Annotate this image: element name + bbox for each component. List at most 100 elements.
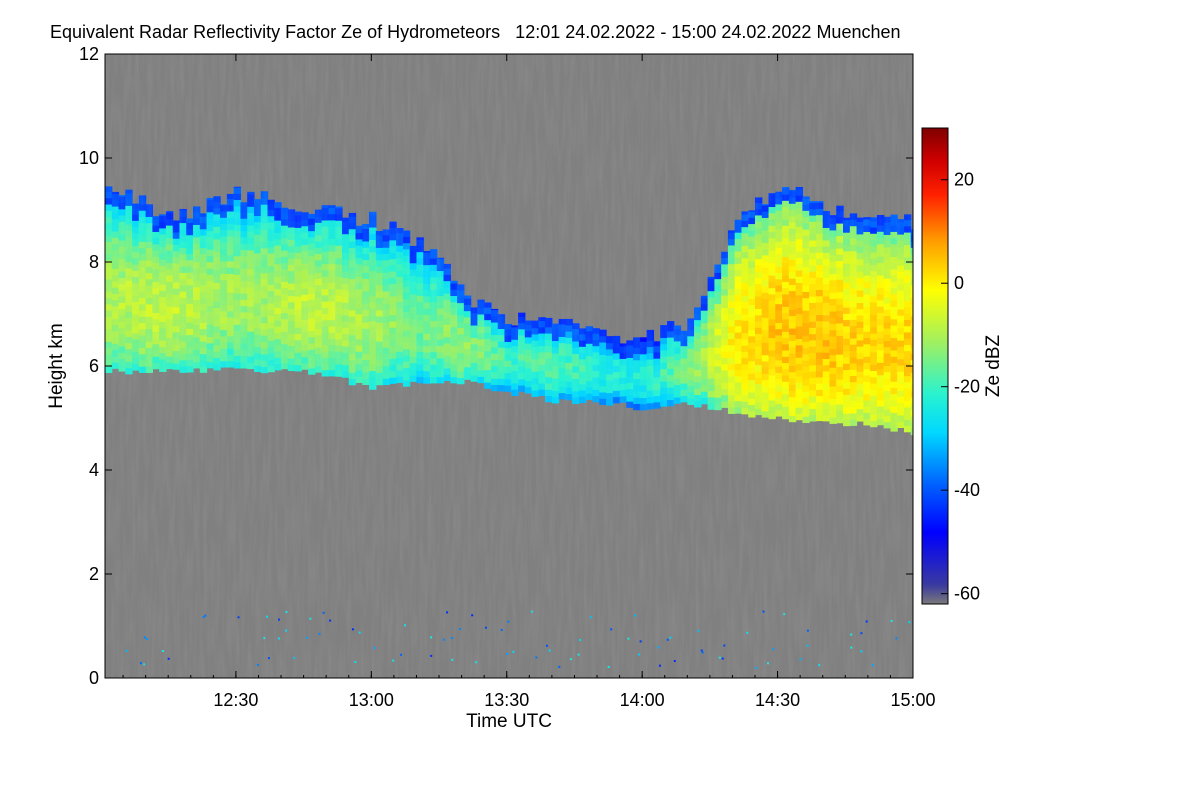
noise-speck — [143, 663, 146, 666]
noise-speck — [400, 653, 403, 656]
noise-speck — [871, 664, 874, 667]
noise-speck — [322, 611, 325, 614]
noise-specks — [125, 610, 911, 669]
noise-speck — [589, 616, 592, 619]
noise-speck — [746, 631, 749, 634]
noise-speck — [799, 658, 802, 661]
noise-speck — [318, 632, 321, 635]
noise-speck — [721, 657, 724, 660]
y-tick-label: 6 — [89, 356, 99, 376]
noise-speck — [263, 637, 266, 640]
noise-speck — [267, 657, 270, 660]
noise-speck — [143, 636, 146, 639]
noise-speck — [569, 658, 572, 661]
noise-speck — [430, 654, 433, 657]
noise-speck — [506, 653, 509, 655]
noise-speck — [446, 611, 449, 614]
noise-speck — [500, 628, 503, 631]
noise-speck — [850, 646, 853, 649]
noise-speck — [202, 616, 205, 619]
noise-speck — [459, 628, 462, 630]
noise-speck — [161, 650, 164, 652]
colorbar-tick-label: -20 — [954, 377, 980, 397]
noise-speck — [634, 614, 637, 617]
noise-speck — [865, 620, 868, 623]
noise-speck — [783, 613, 786, 616]
x-tick-label: 14:30 — [755, 690, 800, 710]
colorbar-scale — [921, 127, 949, 605]
noise-speck — [475, 661, 478, 664]
y-tick-label: 12 — [79, 44, 99, 64]
x-tick-label: 15:00 — [890, 690, 935, 710]
noise-speck — [278, 637, 280, 640]
colorbar-tick-label: -40 — [954, 480, 980, 500]
noise-speck — [278, 618, 280, 621]
noise-speck — [657, 646, 660, 649]
colorbar-label: Ze dBZ — [983, 334, 1004, 397]
noise-speck — [627, 637, 630, 640]
noise-speck — [354, 661, 357, 663]
colorbar-tick-label: -60 — [954, 584, 980, 604]
noise-speck — [451, 658, 454, 661]
colorbar-tick-label: 0 — [954, 273, 964, 293]
colorbar-ticks: 20 0 -20 -40 -60 — [941, 170, 980, 604]
y-axis: 0 2 4 6 8 10 12 — [79, 44, 913, 688]
plot-area — [105, 54, 913, 678]
noise-speck — [767, 662, 769, 665]
x-tick-label: 13:30 — [484, 690, 529, 710]
noise-speck — [358, 631, 361, 634]
noise-speck — [285, 629, 287, 632]
noise-speck — [204, 614, 207, 617]
noise-speck — [700, 649, 703, 652]
x-tick-label: 14:00 — [620, 690, 665, 710]
noise-speck — [442, 638, 445, 641]
noise-speck — [806, 644, 809, 647]
chart-title: Equivalent Radar Reflectivity Factor Ze … — [50, 22, 901, 42]
noise-speck — [146, 638, 149, 640]
noise-speck — [908, 621, 911, 624]
colorbar: 20 0 -20 -40 -60 Ze dBZ — [921, 127, 1004, 605]
noise-speck — [266, 615, 268, 618]
noise-speck — [772, 648, 775, 651]
noise-speck — [373, 647, 376, 649]
noise-speck — [639, 640, 642, 643]
noise-speck — [125, 649, 128, 652]
noise-speck — [638, 653, 640, 656]
noise-speck — [535, 656, 538, 659]
noise-speck — [546, 644, 548, 647]
noise-speck — [818, 664, 821, 667]
noise-speck — [850, 633, 853, 636]
noise-speck — [257, 664, 259, 666]
noise-speck — [895, 637, 898, 640]
noise-speck — [659, 664, 661, 667]
noise-speck — [806, 629, 809, 632]
noise-speck — [579, 639, 581, 641]
noise-speck — [890, 619, 893, 622]
noise-speck — [351, 628, 354, 631]
noise-speck — [673, 660, 676, 662]
noise-speck — [306, 636, 309, 639]
streak-texture — [105, 54, 913, 678]
noise-speck — [484, 626, 487, 629]
noise-speck — [607, 666, 610, 668]
noise-speck — [577, 653, 580, 656]
noise-speck — [610, 628, 613, 631]
noise-speck — [167, 657, 170, 660]
x-axis: 12:30 13:00 13:30 14:00 14:30 15:00 — [122, 54, 936, 710]
noise-speck — [512, 650, 515, 653]
noise-speck — [860, 650, 863, 653]
noise-speck — [666, 638, 669, 641]
noise-speck — [285, 610, 288, 613]
noise-speck — [558, 665, 561, 668]
noise-speck — [451, 637, 454, 640]
noise-speck — [309, 617, 312, 620]
noise-speck — [697, 629, 700, 632]
cloud-layer — [105, 54, 913, 678]
noise-speck — [329, 619, 332, 622]
x-tick-label: 13:00 — [349, 690, 394, 710]
noise-speck — [548, 649, 551, 652]
noise-speck — [430, 636, 433, 639]
noise-speck — [755, 666, 758, 669]
noise-speck — [762, 610, 765, 613]
